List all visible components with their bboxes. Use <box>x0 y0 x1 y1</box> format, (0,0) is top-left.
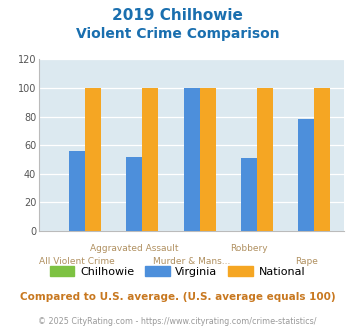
Text: © 2025 CityRating.com - https://www.cityrating.com/crime-statistics/: © 2025 CityRating.com - https://www.city… <box>38 317 317 326</box>
Bar <box>126 157 142 231</box>
Bar <box>298 119 315 231</box>
Bar <box>315 88 331 231</box>
Bar <box>241 158 257 231</box>
Text: Murder & Mans...: Murder & Mans... <box>153 257 230 266</box>
Bar <box>184 88 200 231</box>
Bar <box>200 88 216 231</box>
Text: Robbery: Robbery <box>230 244 268 253</box>
Text: 2019 Chilhowie: 2019 Chilhowie <box>112 8 243 23</box>
Legend: Chilhowie, Virginia, National: Chilhowie, Virginia, National <box>45 261 310 281</box>
Text: All Violent Crime: All Violent Crime <box>39 257 115 266</box>
Text: Rape: Rape <box>295 257 318 266</box>
Text: Violent Crime Comparison: Violent Crime Comparison <box>76 27 279 41</box>
Text: Aggravated Assault: Aggravated Assault <box>90 244 179 253</box>
Bar <box>85 88 101 231</box>
Bar <box>257 88 273 231</box>
Text: Compared to U.S. average. (U.S. average equals 100): Compared to U.S. average. (U.S. average … <box>20 292 335 302</box>
Bar <box>142 88 158 231</box>
Bar <box>69 151 85 231</box>
